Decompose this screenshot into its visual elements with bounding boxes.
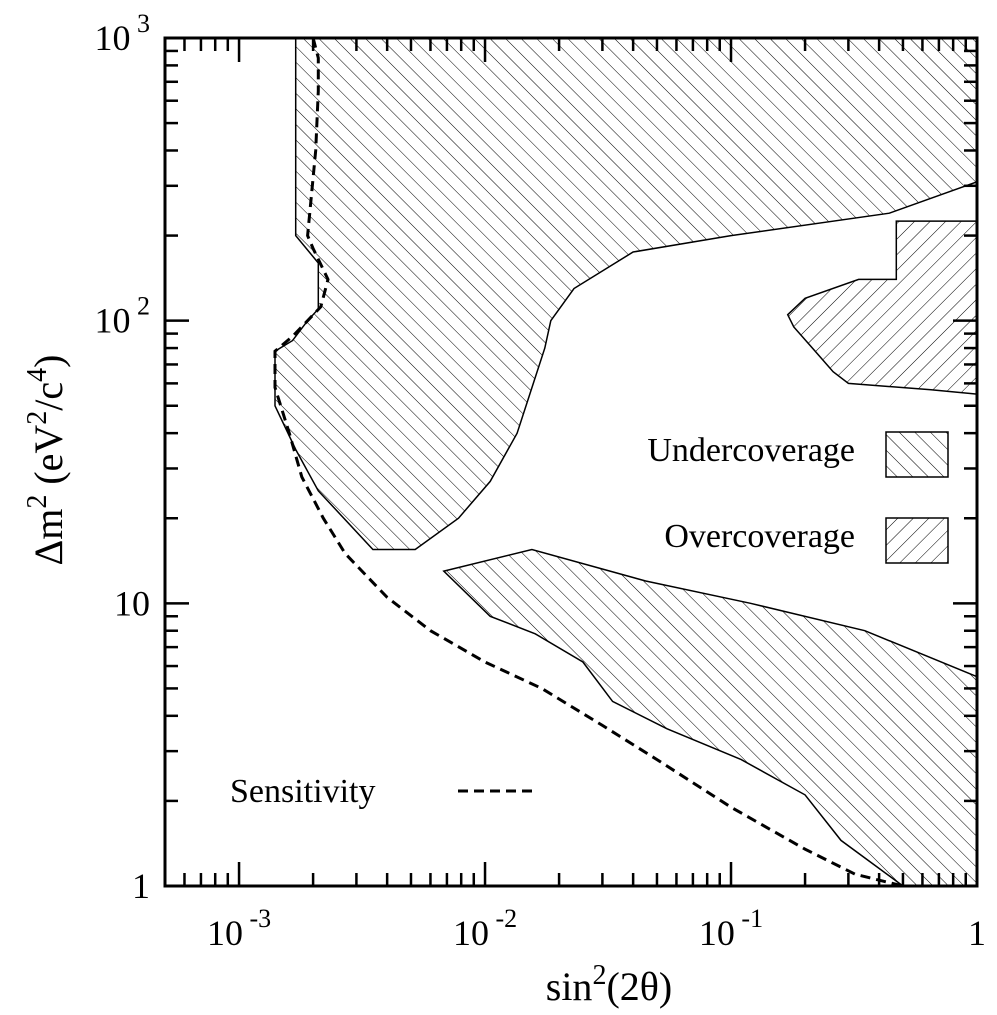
y-axis-label: Δm2 (eV2/c4)	[22, 354, 71, 565]
region-overcoverage-2	[788, 221, 977, 394]
legend-swatch-overcoverage	[886, 518, 948, 563]
legend-swatch-undercoverage	[886, 432, 948, 477]
y-tick-label: 10 3	[95, 9, 151, 58]
sensitivity-annotation-label: Sensitivity	[230, 773, 375, 810]
y-tick-label: 1	[132, 866, 150, 906]
y-tick-label: 10 2	[95, 292, 151, 341]
y-tick-label: 10	[114, 583, 150, 623]
legend-label-overcoverage: Overcoverage	[664, 518, 855, 555]
x-tick-label: 10 -3	[207, 904, 271, 953]
region-undercoverage-1	[444, 550, 977, 887]
x-tick-label: 10 -2	[453, 904, 517, 953]
x-axis-label: sin2(2θ)	[546, 960, 673, 1009]
legend-label-undercoverage: Undercoverage	[647, 432, 855, 469]
x-tick-label: 1	[968, 913, 986, 953]
x-tick-label: 10 -1	[699, 904, 763, 953]
regions-layer	[275, 38, 977, 886]
